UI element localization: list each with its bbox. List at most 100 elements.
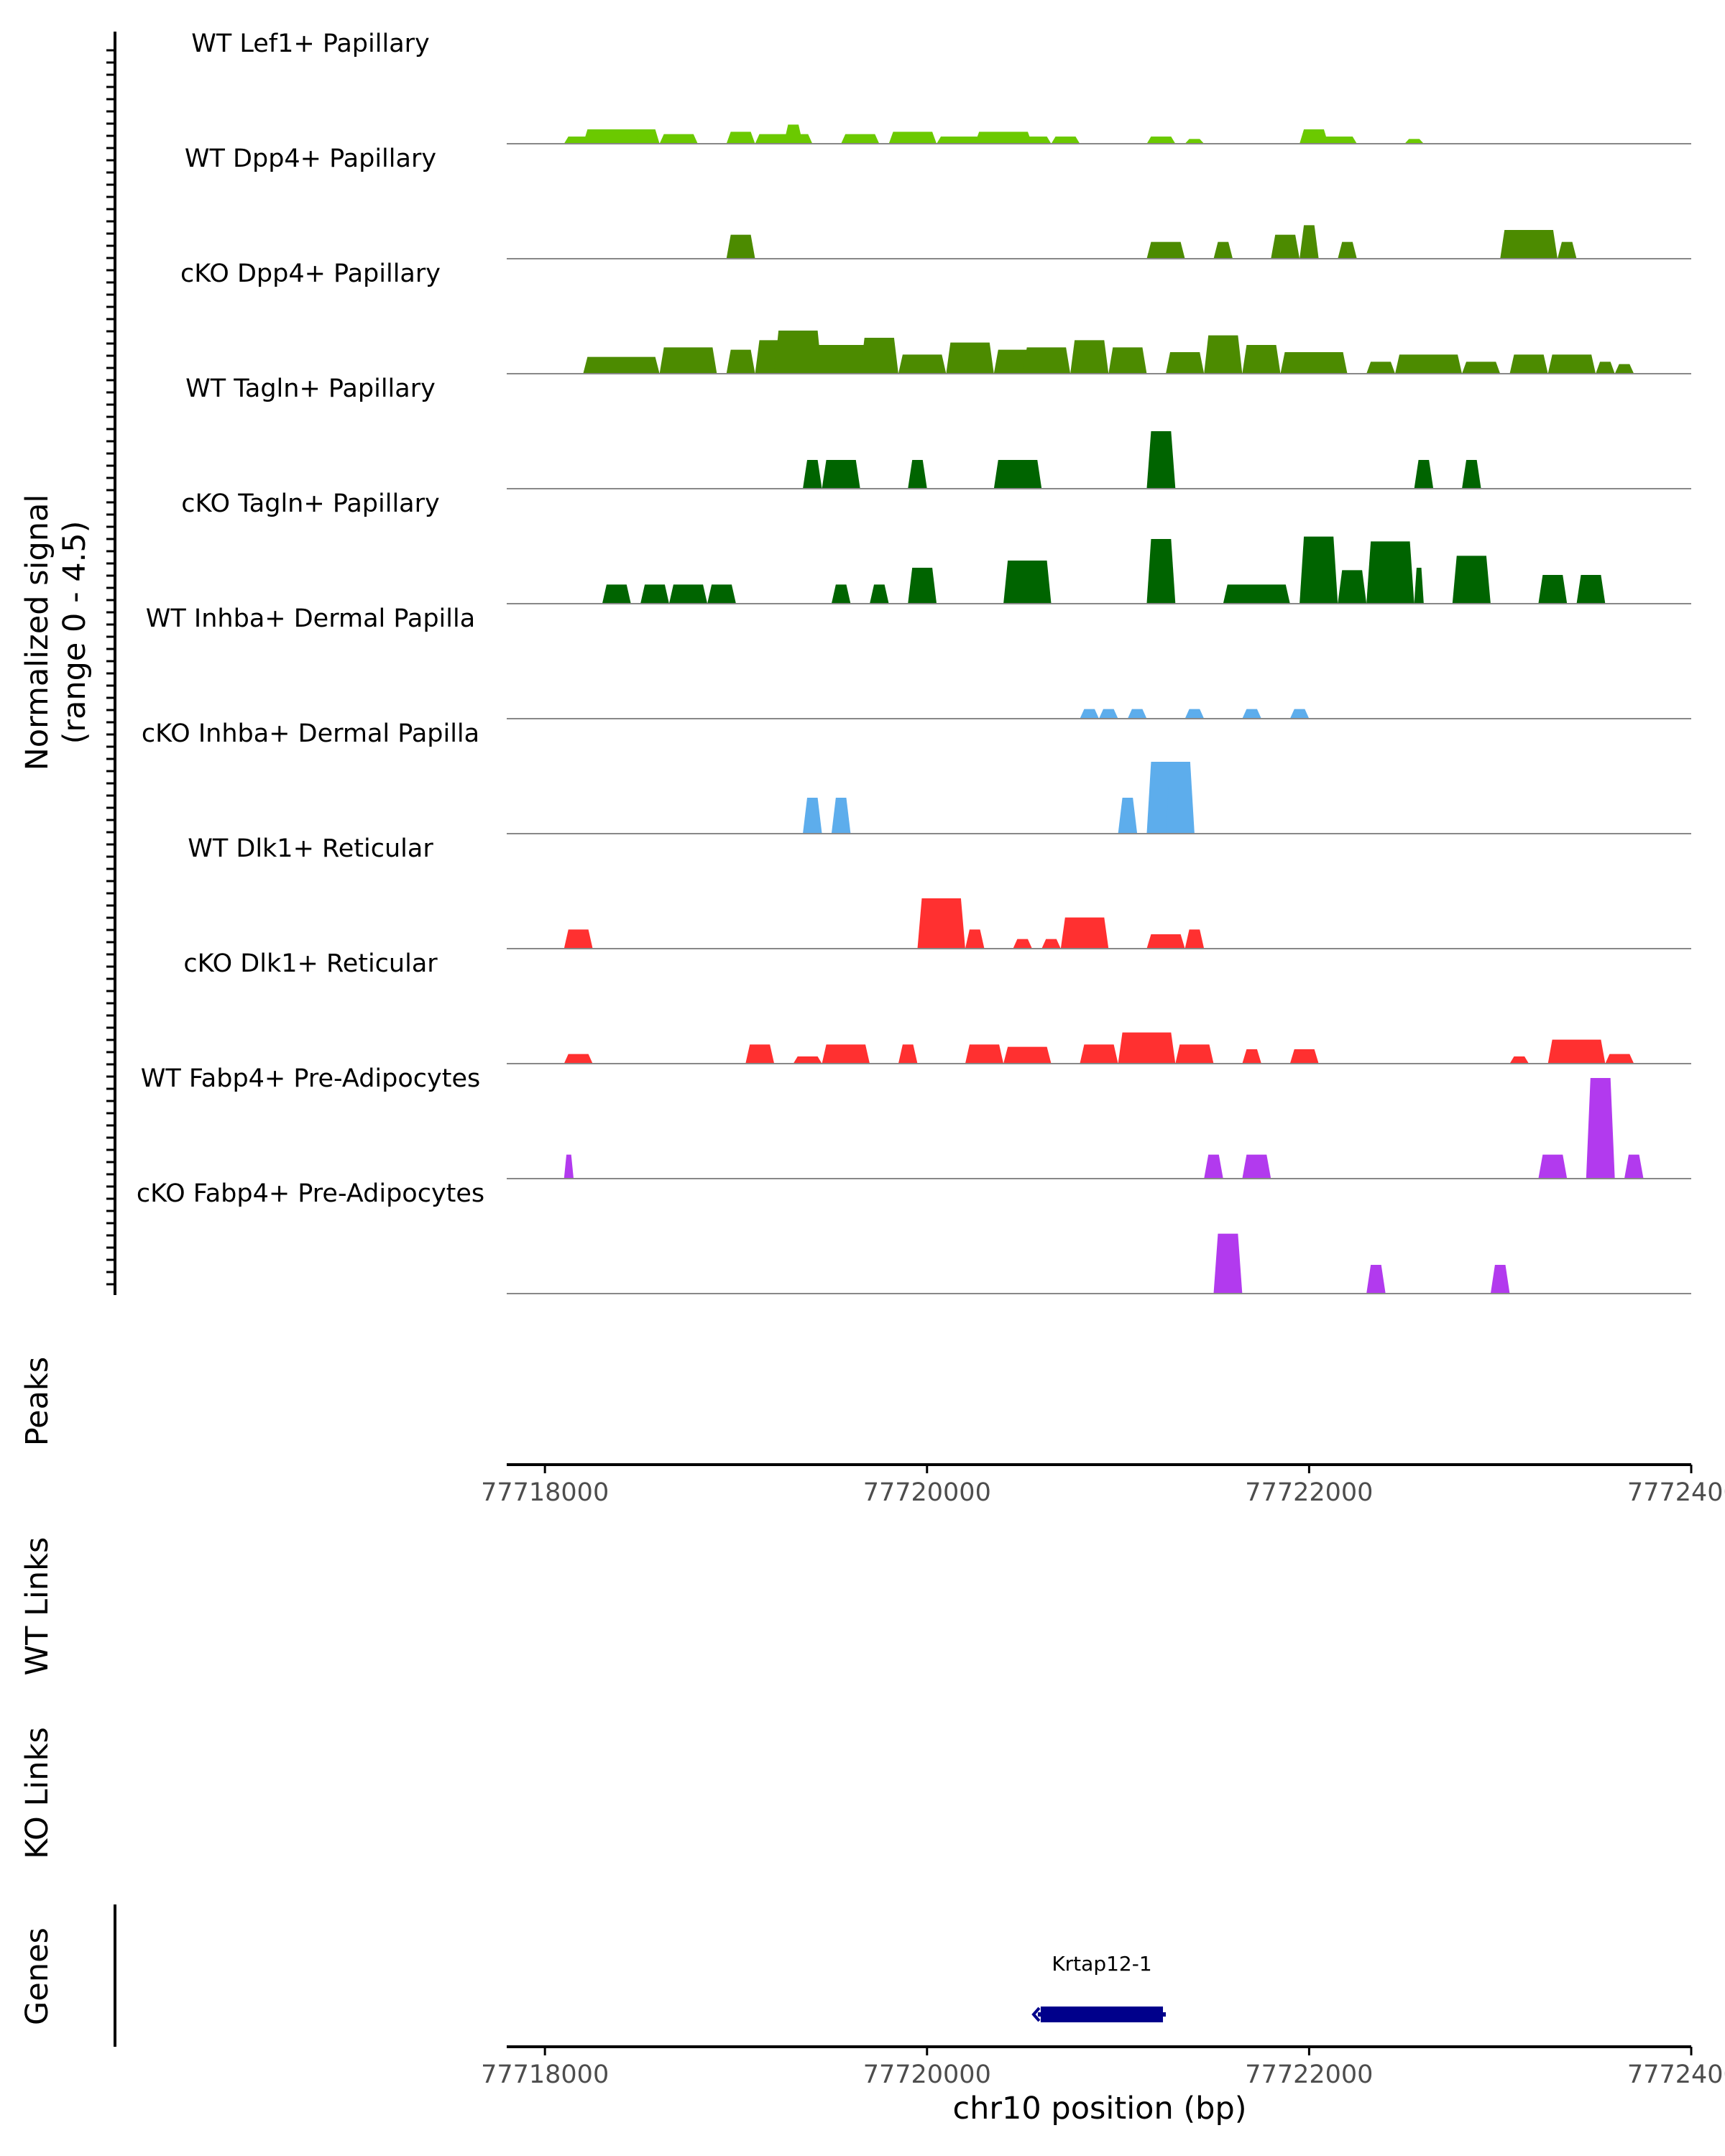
track-11: cKO Fabp4+ Pre-Adipocytes [137,1179,1691,1294]
track-label: WT Tagln+ Papillary [185,374,436,403]
coverage-area [803,798,822,834]
coverage-area [1366,541,1414,604]
gene-label: Krtap12-1 [1052,1952,1151,1976]
coverage-area [1070,340,1109,374]
track-1: WT Lef1+ Papillary [191,29,1691,144]
gene-annotations: Krtap12-1 [1031,1952,1167,2022]
coverage-area [668,584,708,604]
coverage-area [822,1044,870,1064]
coverage-area [1547,354,1596,374]
x-tick-label: 77720000 [863,1478,991,1507]
coverage-area [965,929,985,949]
coverage-area [841,134,880,144]
coverage-area [1003,1046,1052,1064]
track-6: WT Inhba+ Dermal Papilla [146,604,1691,719]
coverage-area [831,584,851,604]
track-2: WT Dpp4+ Papillary [185,144,1691,259]
coverage-area [1242,1154,1271,1179]
coverage-area [888,132,937,144]
coverage-area [1146,539,1176,604]
coverage-area [1538,575,1568,604]
track-label: cKO Dpp4+ Papillary [180,259,441,288]
coverage-area [1557,241,1577,259]
track-label: cKO Dlk1+ Reticular [183,949,438,978]
coverage-area [1080,1044,1118,1064]
coverage-area [1184,139,1205,144]
x-tick-label: 77724000 [1627,1478,1725,1507]
coverage-area [659,134,698,144]
coverage-area [1366,361,1395,374]
track-3: cKO Dpp4+ Papillary [180,259,1691,374]
track-label: cKO Inhba+ Dermal Papilla [142,719,479,748]
coverage-area [1051,137,1080,144]
coverage-area [793,1056,822,1064]
coverage-area [745,1044,775,1064]
coverage-area [993,349,1032,374]
coverage-area [1184,929,1205,949]
track-label: WT Fabp4+ Pre-Adipocytes [141,1064,480,1093]
coverage-area [1509,1056,1530,1064]
y-axis-title: Normalized signal (range 0 - 4.5) [19,494,93,771]
coverage-area [1414,568,1424,604]
strand-arrow [1031,2007,1041,2022]
wt-links-panel-label: WT Links [19,1537,55,1676]
coverage-area [774,331,822,374]
coverage-area [898,354,947,374]
coverage-area [726,132,755,144]
coverage-area [726,234,755,259]
coverage-area [1127,709,1147,719]
coverage-area [822,460,860,489]
coverage-area [726,349,755,374]
coverage-y-axis [106,32,116,1295]
coverage-area [1624,1154,1644,1179]
coverage-area [1300,225,1319,259]
coverage-area [898,1044,918,1064]
coverage-area [1022,347,1071,374]
track-5: cKO Tagln+ Papillary [181,489,1691,604]
coverage-area [1166,352,1205,374]
gene-body [1040,2007,1164,2022]
coverage-area [583,129,660,144]
track-9: cKO Dlk1+ Reticular [183,949,1691,1064]
coverage-area [1462,460,1481,489]
y-axis-title-line2: (range 0 - 4.5) [57,521,93,745]
coverage-area [831,798,851,834]
coverage-area [783,124,803,144]
track-7: cKO Inhba+ Dermal Papilla [142,719,1691,834]
coverage-area [621,134,641,144]
coverage-area [583,356,660,374]
track-label: cKO Fabp4+ Pre-Adipocytes [137,1179,484,1208]
genes-panel-label: Genes [19,1927,55,2025]
coverage-area [1414,460,1434,489]
track-label: cKO Tagln+ Papillary [181,489,440,518]
coverage-area [1223,584,1290,604]
coverage-area [1500,230,1558,259]
coverage-area [1099,709,1118,719]
coverage-area [1146,431,1176,489]
coverage-area [1614,364,1634,374]
coverage-area [1605,1054,1634,1064]
y-axis-title-line1: Normalized signal [19,494,55,771]
coverage-area [1596,361,1615,374]
coverage-area [602,584,631,604]
coverage-area [1166,762,1195,834]
coverage-area [1586,1078,1615,1179]
coverage-area [1538,1154,1568,1179]
ko-links-panel-label: KO Links [19,1727,55,1859]
coverage-area [1213,1233,1243,1294]
coverage-area [1366,1265,1386,1294]
track-10: WT Fabp4+ Pre-Adipocytes [141,1064,1691,1179]
x-tick-label: 77722000 [1245,2060,1373,2089]
x-tick-label: 77718000 [481,2060,609,2089]
coverage-area [1213,241,1233,259]
coverage-area [1404,139,1424,144]
coverage-area [1338,241,1357,259]
coverage-area [1060,917,1109,949]
coverage-area [993,460,1042,489]
coverage-area [1395,354,1463,374]
coverage-area [1490,1265,1510,1294]
coverage-area [1318,137,1357,144]
coverage-area [860,338,898,374]
coverage-area [1242,709,1261,719]
peaks-panel-label: Peaks [19,1357,55,1447]
